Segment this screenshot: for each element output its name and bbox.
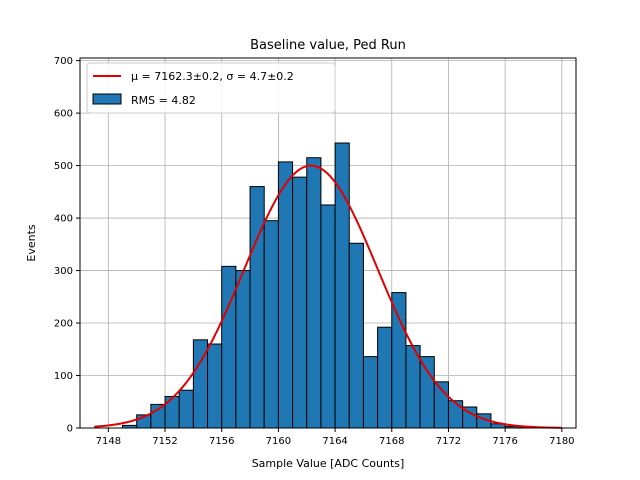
x-tick-label: 7172: [436, 436, 461, 447]
x-tick-label: 7148: [96, 436, 121, 447]
histogram-bar: [263, 220, 279, 429]
legend: μ = 7162.3±0.2, σ = 4.7±0.2 RMS = 4.82: [86, 62, 336, 114]
histogram-bar: [348, 242, 364, 429]
y-axis-ticks: 0 100 200 300 400 500 600 700: [54, 56, 80, 435]
histogram-bar: [391, 292, 407, 429]
histogram-bar: [178, 389, 194, 429]
histogram-bar: [292, 176, 308, 429]
y-tick-label: 600: [54, 109, 73, 120]
legend-hist-label: RMS = 4.82: [131, 94, 196, 107]
y-tick-label: 500: [54, 161, 73, 172]
plot-frame: [79, 57, 577, 429]
x-tick-label: 7176: [492, 436, 517, 447]
x-axis-ticks: 7148 7152 7156 7160 7164 7168 7172 7176 7180: [96, 428, 575, 447]
chart-title: Baseline value, Ped Run: [250, 38, 406, 53]
x-axis-label: Sample Value [ADC Counts]: [252, 457, 405, 470]
y-tick-label: 700: [54, 56, 73, 67]
y-tick-label: 100: [54, 371, 73, 382]
histogram-bar: [235, 270, 251, 429]
y-tick-label: 400: [54, 214, 73, 225]
histogram-bar: [306, 157, 322, 429]
x-tick-label: 7160: [266, 436, 291, 447]
histogram-bars: [122, 142, 534, 429]
legend-fit-label: μ = 7162.3±0.2, σ = 4.7±0.2: [131, 70, 294, 83]
histogram-bar: [377, 326, 393, 429]
x-tick-label: 7164: [322, 436, 347, 447]
gaussian-fit-curve: [94, 164, 562, 429]
histogram-bar: [249, 186, 265, 429]
x-tick-label: 7152: [152, 436, 177, 447]
x-tick-label: 7156: [209, 436, 234, 447]
histogram-bar: [419, 356, 435, 429]
histogram-bar: [320, 204, 336, 429]
histogram-bar: [362, 356, 379, 429]
histogram-bar: [207, 343, 223, 429]
histogram-bar: [221, 265, 237, 429]
x-tick-label: 7180: [549, 436, 574, 447]
histogram-bar: [150, 403, 166, 429]
histogram-bar: [277, 161, 294, 429]
histogram-bar: [447, 400, 464, 429]
legend-hist-swatch: [92, 93, 122, 105]
histogram-bar: [405, 345, 421, 429]
y-axis-label: Events: [25, 224, 38, 262]
y-tick-label: 300: [54, 266, 73, 277]
y-tick-label: 0: [67, 424, 73, 435]
y-tick-label: 200: [54, 319, 73, 330]
x-tick-label: 7168: [379, 436, 404, 447]
legend-box: [86, 62, 336, 114]
